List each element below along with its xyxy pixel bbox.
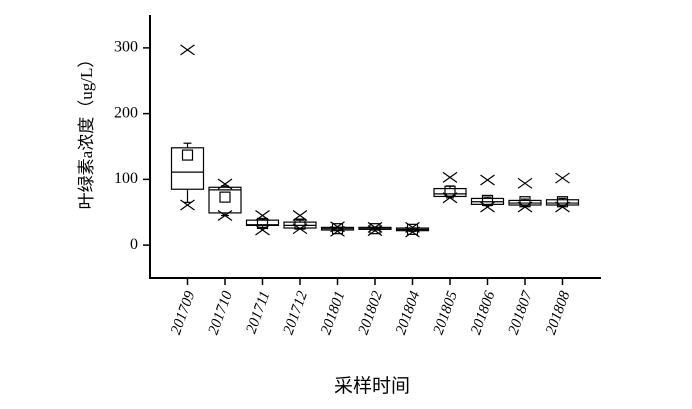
- y-tick-label: 0: [130, 236, 138, 253]
- y-tick-label: 100: [114, 170, 138, 187]
- x-axis-label: 采样时间: [334, 375, 410, 397]
- mean: [369, 223, 381, 235]
- box: [170, 147, 205, 190]
- extreme: [330, 225, 345, 237]
- mean: [481, 194, 494, 207]
- extreme: [255, 224, 270, 236]
- extreme: [517, 177, 533, 189]
- x-tick-label: 201802: [356, 289, 387, 337]
- x-tick-label: 201806: [468, 289, 499, 337]
- x-tick-label: 201804: [393, 289, 424, 337]
- extreme: [480, 201, 495, 213]
- x-tick-label: 201801: [318, 289, 348, 337]
- extreme: [442, 192, 458, 204]
- extreme: [330, 221, 345, 233]
- extreme: [292, 210, 308, 222]
- extreme: [405, 226, 420, 238]
- extreme: [217, 178, 233, 190]
- y-tick-label: 300: [114, 39, 138, 56]
- extreme: [217, 210, 233, 222]
- x-tick-label: 201710: [206, 289, 237, 337]
- extreme: [555, 172, 570, 184]
- box: [208, 186, 242, 214]
- extreme: [442, 171, 458, 183]
- x-tick-label: 201808: [543, 289, 574, 337]
- mean: [331, 223, 344, 235]
- extreme: [180, 44, 195, 56]
- extreme: [405, 221, 420, 233]
- x-tick-label: 201807: [506, 288, 537, 337]
- box: [433, 187, 467, 198]
- mean: [444, 185, 456, 197]
- x-tick-label: 201709: [168, 289, 199, 337]
- y-axis-label: 叶绿素a浓度（ug/L）: [77, 51, 96, 210]
- x-tick-label: 201805: [431, 289, 462, 337]
- box: [245, 219, 280, 226]
- mean: [256, 217, 269, 230]
- extreme: [517, 201, 533, 213]
- mean: [181, 149, 194, 161]
- mean: [219, 191, 231, 203]
- extreme: [292, 223, 308, 235]
- box: [545, 199, 580, 206]
- y-tick-label: 200: [114, 104, 138, 121]
- extreme: [367, 221, 383, 233]
- extreme: [180, 199, 195, 211]
- extreme: [480, 174, 495, 186]
- extreme: [367, 225, 383, 237]
- mean: [406, 223, 419, 235]
- extreme: [555, 201, 570, 213]
- x-tick-label: 201712: [281, 289, 312, 337]
- x-tick-label: 201711: [243, 289, 273, 336]
- extreme: [255, 210, 270, 222]
